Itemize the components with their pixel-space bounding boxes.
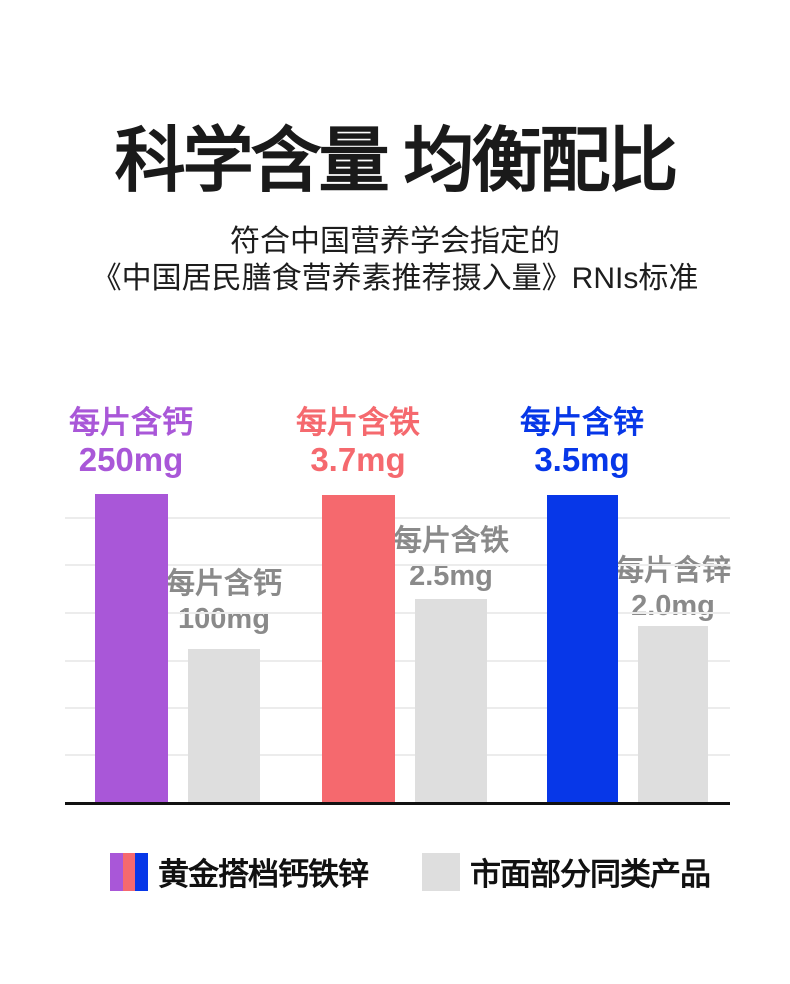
label-competitor-calcium: 每片含钙 100mg: [114, 567, 334, 637]
label-brand-iron-value: 3.7mg: [310, 441, 406, 478]
subtitle-line-1: 符合中国营养学会指定的: [230, 225, 560, 258]
legend-swatch-competitor: [422, 852, 460, 891]
label-competitor-calcium-value: 100mg: [178, 603, 270, 635]
legend-swatch-stripe-red: [122, 852, 136, 891]
gridline: [65, 612, 730, 614]
bar-brand-iron: [322, 495, 395, 802]
legend-swatch-stripe-blue: [135, 852, 149, 891]
label-competitor-iron: 每片含铁 2.5mg: [341, 524, 561, 594]
gridline: [65, 660, 730, 662]
bar-competitor-zinc: [638, 626, 708, 802]
gridline: [65, 564, 730, 566]
gridline: [65, 754, 730, 756]
bar-brand-zinc: [547, 495, 618, 802]
page-title: 科学含量 均衡配比: [114, 122, 679, 201]
subtitle-line-2: 《中国居民膳食营养素推荐摄入量》RNIs标准: [91, 262, 699, 295]
bar-competitor-calcium: [188, 649, 260, 802]
bar-chart-plot-area: [65, 400, 730, 805]
legend-label-competitor: 市面部分同类产品: [470, 857, 711, 892]
label-brand-zinc: 每片含锌 3.5mg: [472, 404, 692, 478]
legend-swatch-stripe-purple: [110, 852, 123, 891]
label-brand-calcium-value: 250mg: [78, 441, 184, 478]
label-brand-calcium-name: 每片含钙: [69, 405, 193, 440]
label-brand-zinc-name: 每片含锌: [520, 405, 644, 440]
label-competitor-zinc: 每片含锌 2.0mg: [563, 554, 783, 624]
label-brand-iron: 每片含铁 3.7mg: [248, 404, 468, 478]
bar-competitor-iron: [415, 599, 487, 802]
label-brand-iron-name: 每片含铁: [296, 405, 420, 440]
legend-swatch-brand: [110, 852, 149, 891]
label-competitor-zinc-value: 2.0mg: [631, 590, 715, 622]
legend-label-brand: 黄金搭档钙铁锌: [158, 857, 369, 892]
label-competitor-zinc-name: 每片含锌: [614, 555, 731, 587]
label-competitor-calcium-name: 每片含钙: [165, 568, 282, 600]
legend-item-competitor: 市面部分同类产品: [422, 849, 711, 894]
label-brand-zinc-value: 3.5mg: [534, 441, 630, 478]
gridline: [65, 707, 730, 709]
label-brand-calcium: 每片含钙 250mg: [21, 404, 241, 478]
bar-brand-calcium: [95, 494, 168, 802]
legend-item-brand: 黄金搭档钙铁锌: [110, 849, 369, 894]
label-competitor-iron-name: 每片含铁: [392, 525, 509, 557]
gridline: [65, 517, 730, 519]
